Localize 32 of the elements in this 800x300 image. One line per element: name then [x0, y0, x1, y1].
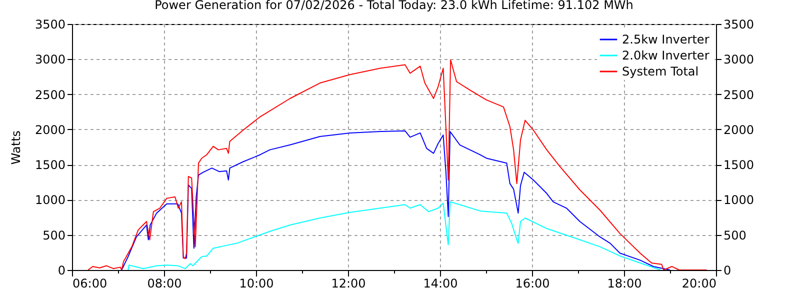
y-axis-title: Watts — [8, 130, 23, 165]
y2-tick-label: 1500 — [724, 158, 754, 172]
x-tick-label: 16:00 — [515, 276, 550, 290]
y-tick-label: 2000 — [34, 122, 66, 137]
line-series — [88, 59, 708, 270]
y2-tick-label: 2000 — [724, 122, 754, 137]
legend-label: 2.5kw Inverter — [622, 32, 710, 46]
x-tick-label: 14:00 — [423, 276, 458, 290]
x-tick-label: 08:00 — [147, 276, 182, 290]
y-tick-label: 1000 — [34, 193, 66, 208]
y2-tick-label: 3000 — [724, 52, 754, 67]
y2-tick-label: 1000 — [724, 193, 754, 208]
line-series — [128, 201, 662, 270]
x-tick-label: 06:00 — [72, 276, 108, 290]
legend-label: System Total — [622, 64, 699, 78]
y2-tick-label: 500 — [724, 228, 746, 242]
legend-label: 2.0kw Inverter — [622, 48, 710, 62]
y2-tick-label: 3500 — [724, 18, 754, 32]
line-series — [121, 130, 670, 270]
y2-tick-label: 2500 — [724, 88, 754, 102]
y-tick-label: 3500 — [34, 18, 66, 32]
x-tick-label: 18:00 — [607, 276, 642, 290]
y-tick-label: 2500 — [34, 88, 66, 102]
y2-tick-label: 0 — [724, 264, 732, 278]
y-tick-label: 0 — [58, 264, 66, 278]
x-tick-label: 12:00 — [331, 276, 366, 290]
y-tick-label: 1500 — [34, 158, 66, 172]
y-tick-label: 3000 — [34, 52, 66, 67]
chart-title: Power Generation for 07/02/2026 - Total Today: 23.0 kWh Lifetime: 91.102 MWh — [154, 0, 634, 12]
y-tick-label: 500 — [42, 228, 66, 242]
x-tick-label: 10:00 — [239, 276, 274, 290]
x-tick-label: 20:00 — [682, 276, 716, 290]
